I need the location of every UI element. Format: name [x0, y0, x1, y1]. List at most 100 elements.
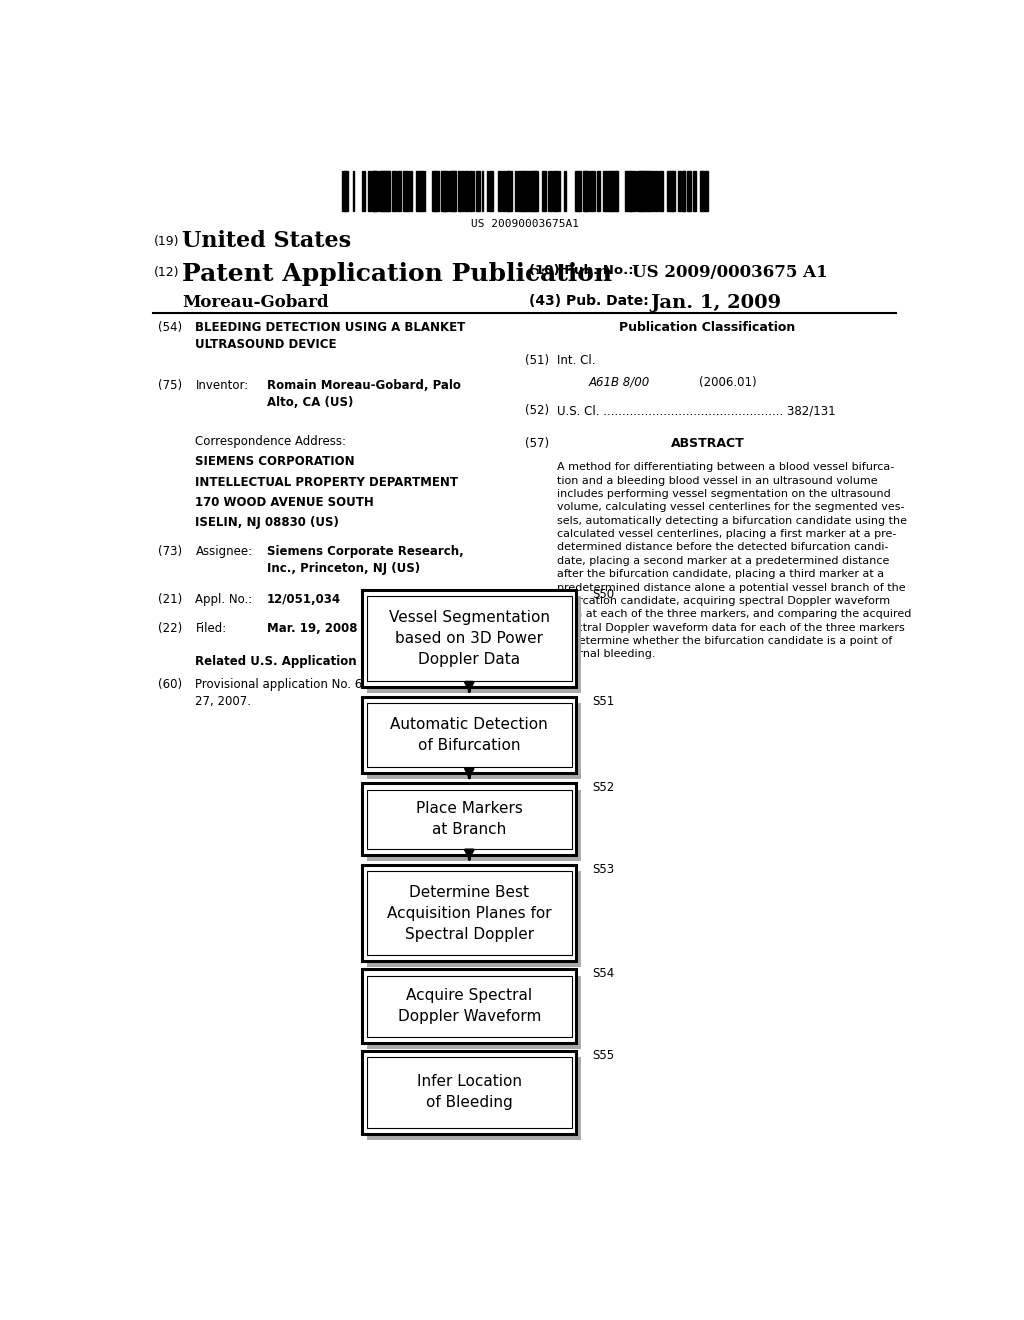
Bar [381, 170, 384, 211]
Text: (22): (22) [158, 622, 182, 635]
FancyBboxPatch shape [362, 697, 577, 774]
Text: (10) Pub. No.:: (10) Pub. No.: [528, 264, 634, 277]
Bar [678, 170, 681, 211]
Bar [458, 170, 460, 211]
Text: (73): (73) [158, 545, 182, 557]
Bar [701, 170, 705, 211]
Bar [615, 170, 617, 211]
Bar [575, 170, 578, 211]
Text: Acquire Spectral
Doppler Waveform: Acquire Spectral Doppler Waveform [397, 989, 541, 1024]
Bar [667, 170, 670, 211]
FancyBboxPatch shape [367, 975, 582, 1049]
FancyBboxPatch shape [367, 789, 582, 861]
Bar [597, 170, 600, 211]
Bar [557, 170, 558, 211]
Bar [583, 170, 586, 211]
Bar [441, 170, 443, 211]
Text: S53: S53 [592, 863, 614, 875]
Bar [610, 170, 612, 211]
Text: Int. Cl.: Int. Cl. [557, 354, 595, 367]
Bar [550, 170, 552, 211]
Bar [490, 170, 493, 211]
Text: S52: S52 [592, 781, 614, 795]
Text: Automatic Detection
of Bifurcation: Automatic Detection of Bifurcation [390, 717, 548, 754]
Text: BLEEDING DETECTION USING A BLANKET
ULTRASOUND DEVICE: BLEEDING DETECTION USING A BLANKET ULTRA… [196, 321, 466, 351]
Bar [374, 170, 376, 211]
Text: (57): (57) [524, 437, 549, 450]
Text: 12/051,034: 12/051,034 [267, 594, 341, 606]
Bar [524, 170, 525, 211]
Bar [436, 170, 438, 211]
FancyBboxPatch shape [362, 590, 577, 686]
Text: (21): (21) [158, 594, 182, 606]
Bar [506, 170, 509, 211]
Bar [636, 170, 637, 211]
Bar [643, 170, 645, 211]
Bar [402, 170, 406, 211]
FancyBboxPatch shape [362, 784, 577, 854]
Bar [487, 170, 488, 211]
Text: Siemens Corporate Research,
Inc., Princeton, NJ (US): Siemens Corporate Research, Inc., Prince… [267, 545, 464, 574]
Bar [606, 170, 607, 211]
Bar [671, 170, 674, 211]
Text: S50: S50 [592, 589, 614, 602]
Bar [673, 170, 675, 211]
Text: Determine Best
Acquisition Planes for
Spectral Doppler: Determine Best Acquisition Planes for Sp… [387, 884, 552, 941]
Bar [375, 170, 378, 211]
Bar [585, 170, 587, 211]
Bar [535, 170, 538, 211]
Bar [594, 170, 596, 211]
Bar [383, 170, 384, 211]
FancyBboxPatch shape [367, 597, 582, 693]
Bar [344, 170, 346, 211]
Bar [534, 170, 536, 211]
Bar [544, 170, 546, 211]
Text: S54: S54 [592, 968, 614, 981]
Text: A method for differentiating between a blood vessel bifurca-
tion and a bleeding: A method for differentiating between a b… [557, 462, 911, 660]
Text: Jan. 1, 2009: Jan. 1, 2009 [650, 293, 781, 312]
Bar [555, 170, 557, 211]
Text: INTELLECTUAL PROPERTY DEPARTMENT: INTELLECTUAL PROPERTY DEPARTMENT [196, 475, 459, 488]
Bar [362, 170, 365, 211]
Bar [612, 170, 614, 211]
Bar [650, 170, 652, 211]
Bar [647, 170, 649, 211]
Bar [654, 170, 656, 211]
Bar [462, 170, 464, 211]
FancyBboxPatch shape [362, 865, 577, 961]
Bar [489, 170, 492, 211]
Bar [393, 170, 396, 211]
Bar [645, 170, 648, 211]
Bar [522, 170, 523, 211]
Bar [692, 170, 695, 211]
Text: (54): (54) [158, 321, 182, 334]
Bar [604, 170, 606, 211]
Bar [520, 170, 523, 211]
Bar [342, 170, 345, 211]
Bar [509, 170, 512, 211]
Text: A61B 8/00: A61B 8/00 [588, 376, 649, 389]
Bar [706, 170, 708, 211]
Text: Appl. No.:: Appl. No.: [196, 594, 253, 606]
Text: (75): (75) [158, 379, 182, 392]
Text: S51: S51 [592, 696, 614, 708]
Bar [590, 170, 593, 211]
Bar [346, 170, 348, 211]
Bar [638, 170, 640, 211]
Text: 170 WOOD AVENUE SOUTH: 170 WOOD AVENUE SOUTH [196, 496, 374, 508]
Text: (12): (12) [154, 267, 179, 279]
Text: Assignee:: Assignee: [196, 545, 253, 557]
Bar [455, 170, 456, 211]
Bar [372, 170, 375, 211]
Text: Infer Location
of Bleeding: Infer Location of Bleeding [417, 1074, 522, 1110]
Bar [682, 170, 685, 211]
Bar [587, 170, 589, 211]
Text: U.S. Cl. ................................................ 382/131: U.S. Cl. ...............................… [557, 404, 836, 417]
Bar [419, 170, 421, 211]
Text: (2006.01): (2006.01) [699, 376, 757, 389]
Bar [669, 170, 672, 211]
Bar [416, 170, 419, 211]
Bar [353, 170, 354, 211]
Bar [700, 170, 702, 211]
Bar [631, 170, 632, 211]
